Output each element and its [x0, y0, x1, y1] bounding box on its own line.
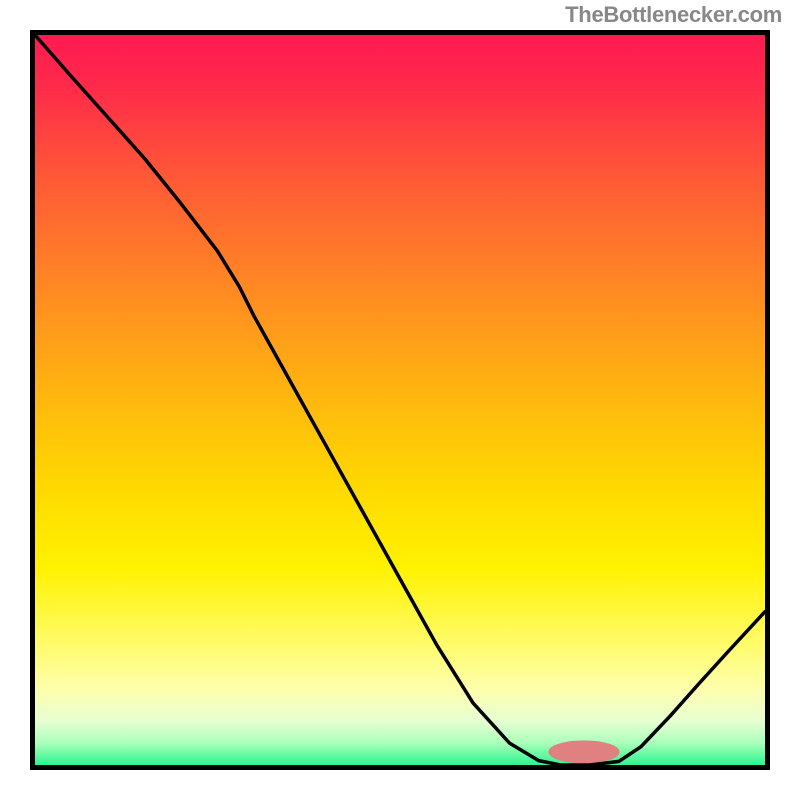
figure-root: TheBottlenecker.com — [0, 0, 800, 800]
bottleneck-curve-chart — [0, 0, 800, 800]
